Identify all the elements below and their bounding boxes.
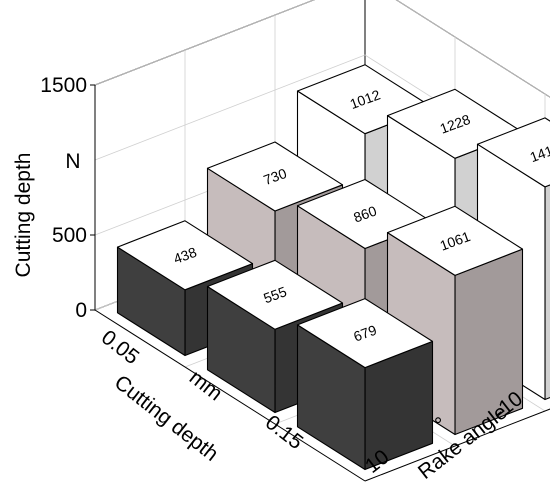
cutting-depth-tick-1: 0.05 bbox=[97, 326, 143, 369]
bar-value-label: 555 bbox=[261, 283, 289, 306]
bar-front-face bbox=[544, 184, 550, 401]
grid-line-right-2 bbox=[395, 0, 550, 98]
z-tick-label-0: 0 bbox=[75, 299, 87, 322]
z-tick-label-1: 500 bbox=[52, 224, 87, 247]
bar-value-label: 730 bbox=[261, 165, 289, 188]
bar-top-face bbox=[206, 259, 344, 330]
grid-line-left-2 bbox=[94, 0, 315, 86]
rake-angle-axis bbox=[364, 408, 550, 482]
z-axis-ticks: 0 500 1500 bbox=[40, 74, 95, 322]
bar-top-face bbox=[296, 298, 434, 369]
z-axis-title: Cutting depth bbox=[12, 153, 35, 278]
bar-0.15-rake-10: 679 bbox=[296, 298, 434, 471]
z-axis-unit: N bbox=[65, 150, 80, 173]
bar-top-face bbox=[206, 141, 344, 212]
bar-value-label: 860 bbox=[351, 202, 379, 225]
bar-top-face bbox=[476, 117, 550, 188]
bar-top-face bbox=[116, 220, 254, 291]
z-tick-label-2: 1500 bbox=[40, 74, 87, 97]
grid-line-left-3 bbox=[94, 54, 366, 161]
cutting-depth-axis bbox=[94, 309, 366, 482]
bar-top-face bbox=[386, 205, 524, 276]
bar-value-label: 679 bbox=[351, 322, 379, 345]
bar-0.15-rake-0: 1061 bbox=[386, 205, 524, 436]
bar-value-label: 438 bbox=[171, 244, 199, 267]
